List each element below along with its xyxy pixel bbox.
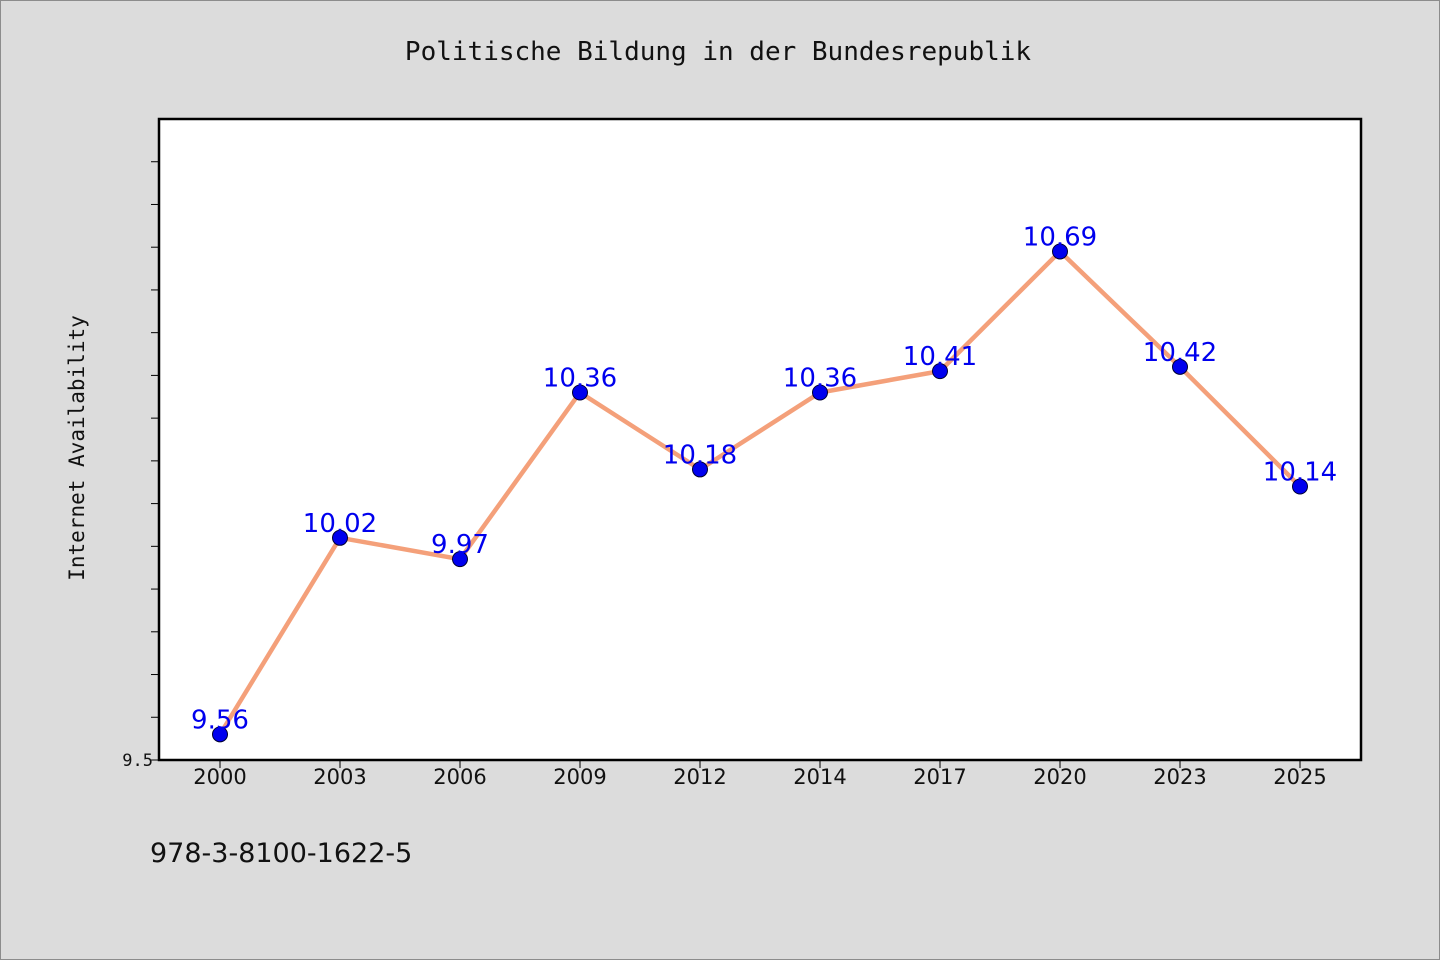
data-label: 10.14 xyxy=(1263,458,1337,488)
data-labels: 9.56 10.02 9.97 10.36 10.18 10.36 10.41 10.69 10… xyxy=(191,222,1337,735)
x-axis-ticks: 2000 2003 2006 2009 2012 2014 2017 2020 2023 2025 xyxy=(193,760,1327,789)
data-point xyxy=(1052,243,1068,260)
y-axis-ticks: 9.5 xyxy=(122,161,159,771)
data-point xyxy=(932,363,948,380)
x-tick-label: 2020 xyxy=(1033,765,1086,789)
data-label: 10.41 xyxy=(903,342,977,372)
footer-code: 978-3-8100-1622-5 xyxy=(150,838,412,869)
x-tick-label: 2000 xyxy=(193,765,246,789)
data-label: 9.97 xyxy=(431,530,489,560)
series-line xyxy=(218,249,1302,736)
data-point xyxy=(1172,358,1188,375)
data-label: 10.36 xyxy=(783,363,857,393)
x-tick-label: 2023 xyxy=(1153,765,1206,789)
data-label: 9.56 xyxy=(191,705,249,735)
data-point xyxy=(572,384,588,401)
data-point xyxy=(452,551,468,568)
data-points xyxy=(212,243,1308,743)
data-point xyxy=(332,529,348,546)
data-label: 10.18 xyxy=(663,440,737,470)
plot-area xyxy=(157,117,1363,762)
x-tick-label: 2025 xyxy=(1273,765,1326,789)
x-tick-label: 2006 xyxy=(433,765,486,789)
data-label: 10.69 xyxy=(1023,222,1097,252)
series-line-group xyxy=(218,249,1302,736)
x-tick-label: 2003 xyxy=(313,765,366,789)
x-tick-label: 2017 xyxy=(913,765,966,789)
y-axis-label: Internet Availability xyxy=(65,315,89,581)
data-label: 10.02 xyxy=(303,509,377,539)
data-label: 10.36 xyxy=(543,363,617,393)
x-tick-label: 2009 xyxy=(553,765,606,789)
data-point xyxy=(1292,478,1308,495)
x-tick-label: 2012 xyxy=(673,765,726,789)
y-tick-label: 9.5 xyxy=(122,751,153,771)
chart-title: Politische Bildung in der Bundesrepublik xyxy=(405,37,1031,67)
data-label: 10.42 xyxy=(1143,338,1217,368)
data-point xyxy=(692,461,708,478)
data-point xyxy=(212,726,228,743)
x-tick-label: 2014 xyxy=(793,765,846,789)
data-point xyxy=(812,384,828,401)
